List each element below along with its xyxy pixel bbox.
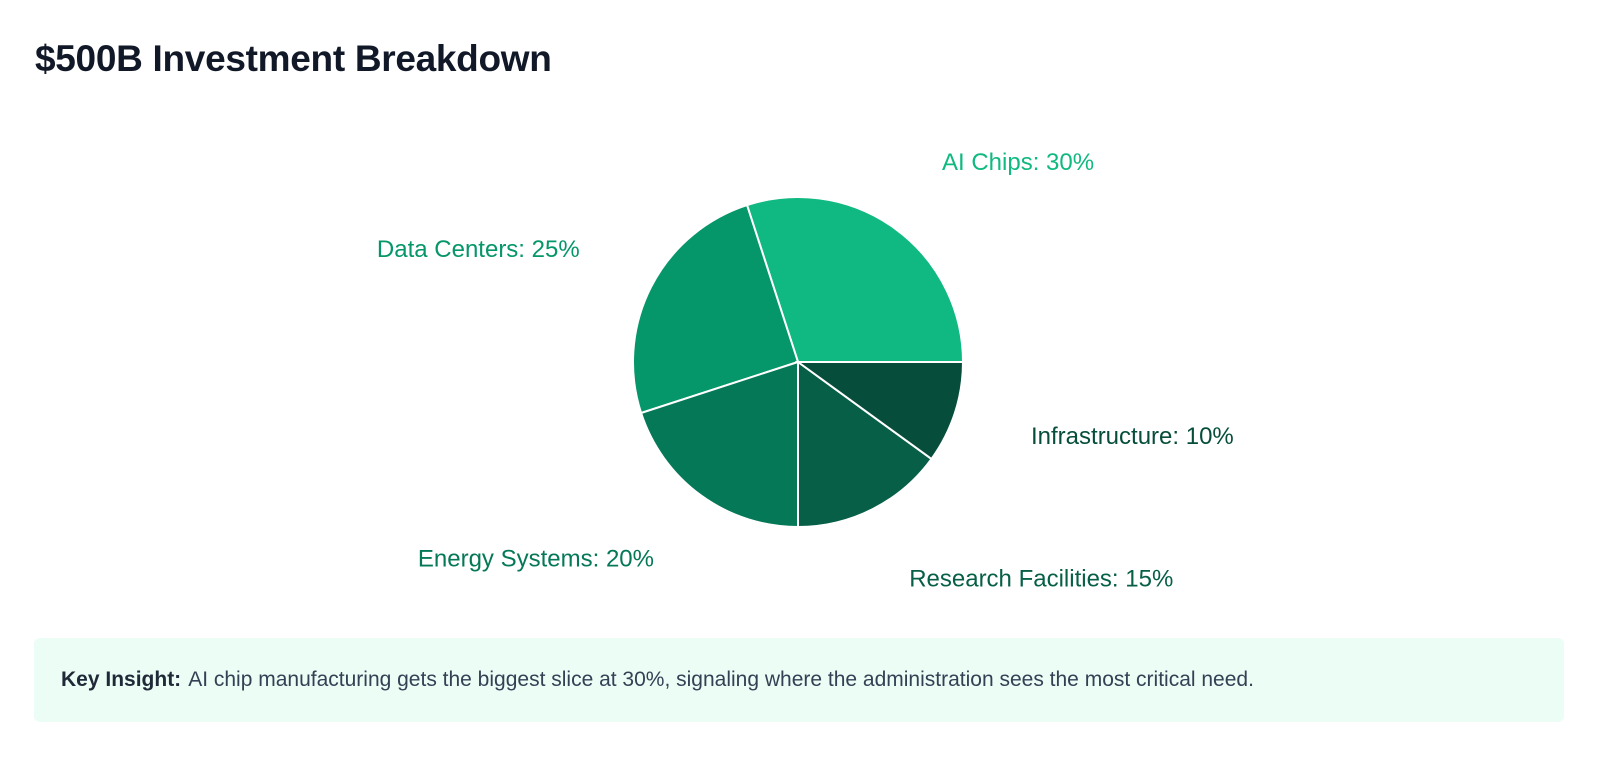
pie-label-ai-chips: AI Chips: 30%	[942, 149, 1094, 176]
pie-labels: AI Chips: 30% Data Centers: 25% Energy Sys…	[377, 149, 1234, 593]
pie-label-data-centers: Data Centers: 25%	[377, 236, 580, 263]
key-insight-label: Key Insight:	[61, 668, 182, 691]
pie-label-energy-systems: Energy Systems: 20%	[418, 546, 654, 573]
pie-slice-research-facilities	[797, 360, 933, 529]
pie-chart: AI Chips: 30% Data Centers: 25% Energy Sys…	[377, 149, 1234, 593]
pie-slice-infrastructure	[794, 361, 965, 461]
pie-label-infrastructure: Infrastructure: 10%	[1031, 423, 1234, 450]
key-insight-box: Key Insight: AI chip manufacturing gets …	[34, 638, 1564, 722]
key-insight-text: AI chip manufacturing gets the biggest s…	[188, 668, 1254, 691]
page-title: $500B Investment Breakdown	[35, 38, 552, 79]
pie-slice-energy-systems	[639, 360, 799, 529]
pie-slices	[632, 196, 965, 529]
pie-label-research-facilities: Research Facilities: 15%	[909, 566, 1173, 593]
pie-slice-data-centers	[632, 203, 800, 415]
pie-slice-ai-chips	[745, 196, 965, 363]
